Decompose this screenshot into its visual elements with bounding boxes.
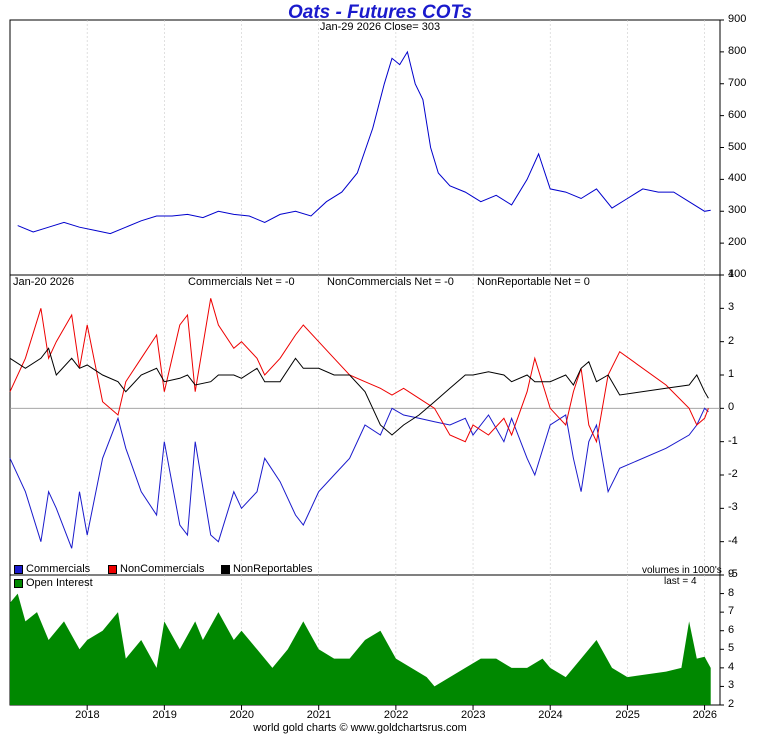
y-tick-label: 3: [728, 679, 735, 692]
x-tick-label: 2025: [615, 709, 640, 721]
legend-nonreportables: NonReportables: [221, 563, 313, 575]
y-tick-label: 6: [728, 623, 735, 636]
legend-label-noncommercials: NonCommercials: [120, 563, 205, 575]
noncommercials-net: NonCommercials Net = -0: [327, 276, 454, 288]
y-tick-label: 5: [728, 642, 735, 655]
y-tick-label: 1: [728, 368, 735, 380]
x-tick-label: 2026: [692, 709, 718, 721]
y-tick-label: 100: [728, 268, 747, 280]
series-nonreportables-line: [9, 347, 709, 436]
y-tick-label: 200: [728, 236, 747, 249]
x-tick-label: 2022: [383, 709, 409, 721]
y-tick-label: 0: [728, 401, 735, 414]
legend-label-commercials: Commercials: [26, 563, 91, 575]
series-open-interest-area: [10, 593, 711, 705]
y-tick-label: 2: [728, 698, 735, 710]
y-tick-label: 900: [728, 13, 747, 25]
legend-label-open-interest: Open Interest: [26, 577, 93, 589]
legend-open-interest: Open Interest: [14, 577, 93, 589]
series-noncommercials-line: [9, 298, 709, 444]
legend-swatch-noncommercials: [108, 564, 117, 574]
commercials-net: Commercials Net = -0: [188, 276, 295, 288]
plot-frame: [9, 19, 721, 706]
volumes-note: volumes in 1000's: [642, 565, 722, 576]
y-tick-label: 8: [728, 586, 735, 599]
series-close-line: [17, 50, 711, 235]
legend-swatch-commercials: [14, 564, 23, 574]
x-tick-label: 2020: [229, 709, 254, 721]
y-tick-label: 4: [728, 660, 735, 673]
legend-label-nonreportables: NonReportables: [233, 563, 313, 575]
y-tick-label: 700: [728, 76, 747, 89]
chart-subtitle: Jan-29 2026 Close= 303: [319, 21, 441, 33]
y-tick-label: 500: [728, 140, 747, 153]
x-tick-label: 2018: [75, 709, 100, 721]
legend-commercials: Commercials: [14, 563, 90, 575]
y-tick-label: -4: [728, 534, 738, 547]
y-tick-label: -3: [728, 501, 738, 514]
y-tick-label: 9: [728, 568, 735, 580]
legend-swatch-nonreportables: [221, 564, 230, 574]
y-tick-label: 3: [728, 301, 735, 314]
y-tick-label: 2: [728, 334, 735, 347]
y-tick-label: 7: [728, 605, 735, 618]
legend-noncommercials: NonCommercials: [108, 563, 204, 575]
y-tick-label: -2: [728, 468, 738, 480]
cot-date: Jan-20 2026: [13, 276, 75, 288]
footer-credit: world gold charts © www.goldchartsrus.co…: [253, 722, 467, 734]
x-tick-label: 2021: [306, 709, 332, 721]
y-tick-label: 400: [728, 172, 747, 185]
y-tick-label: -1: [728, 434, 738, 447]
chart-title: Oats - Futures COTs: [287, 2, 473, 23]
nonreportable-net: NonReportable Net = 0: [477, 276, 590, 288]
series-commercials-line: [9, 407, 709, 549]
y-tick-label: 600: [728, 108, 747, 121]
open-interest-last: last = 4: [664, 576, 697, 587]
y-tick-label: 300: [728, 204, 747, 217]
x-tick-label: 2019: [152, 709, 177, 721]
y-tick-label: -5: [728, 568, 738, 580]
y-tick-label: 4: [728, 268, 735, 280]
x-tick-label: 2024: [538, 709, 563, 721]
legend-swatch-open-interest: [14, 578, 23, 588]
x-tick-label: 2023: [461, 709, 486, 721]
y-tick-label: 800: [728, 44, 747, 57]
